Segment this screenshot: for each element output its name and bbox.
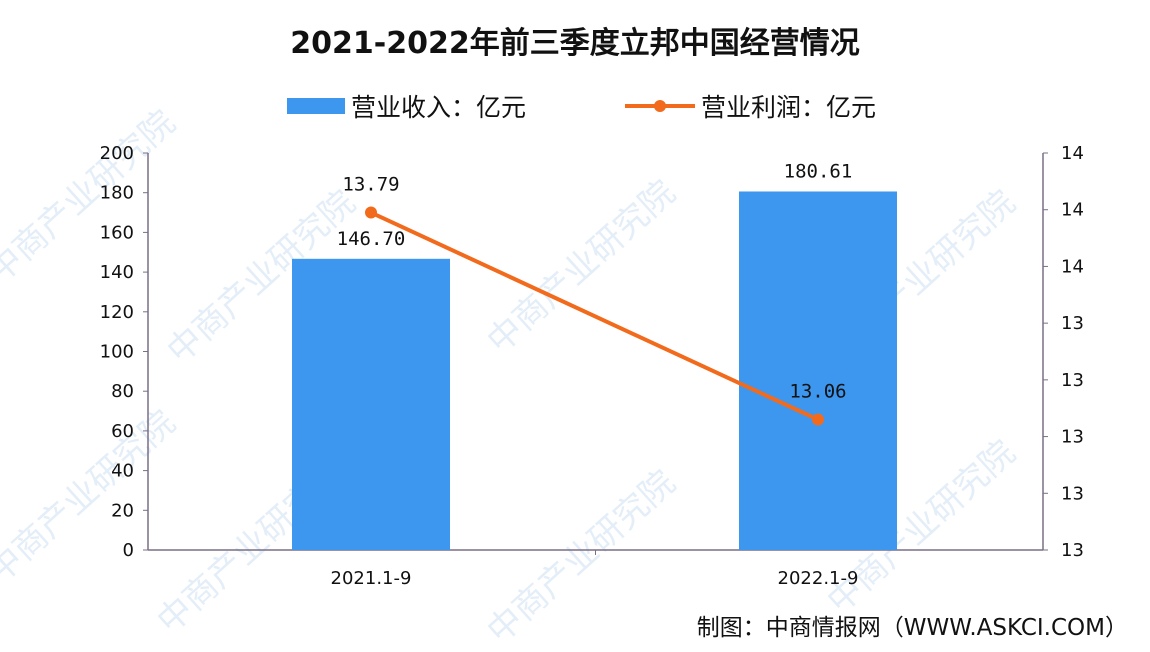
svg-text:140: 140 <box>100 262 134 283</box>
svg-text:120: 120 <box>100 302 134 323</box>
svg-text:13.79: 13.79 <box>342 174 399 196</box>
line-series: 13.79 13.06 <box>342 174 847 426</box>
svg-text:13.06: 13.06 <box>789 381 846 403</box>
svg-text:180: 180 <box>100 183 134 204</box>
svg-text:40: 40 <box>111 461 134 482</box>
svg-text:13: 13 <box>1061 313 1084 334</box>
legend-label-revenue: 营业收入：亿元 <box>351 93 527 122</box>
svg-text:146.70: 146.70 <box>337 228 406 250</box>
legend: 营业收入：亿元 营业利润：亿元 <box>0 88 1150 122</box>
svg-text:13: 13 <box>1061 370 1084 391</box>
svg-text:13: 13 <box>1061 427 1084 448</box>
legend-item-profit: 营业利润：亿元 <box>625 88 876 124</box>
right-axis: 14 14 14 13 13 13 13 13 <box>1042 143 1084 561</box>
x-axis-labels: 2021.1-9 2022.1-9 <box>331 568 859 589</box>
svg-text:14: 14 <box>1061 256 1084 277</box>
left-axis: 0 20 40 60 80 100 120 140 160 180 200 <box>100 143 1043 561</box>
legend-bar-swatch-icon <box>287 98 345 114</box>
source-footer: 制图：中商情报网（WWW.ASKCI.COM） <box>696 615 1128 641</box>
legend-item-revenue: 营业收入：亿元 <box>287 88 526 124</box>
svg-text:160: 160 <box>100 222 134 243</box>
svg-text:14: 14 <box>1061 200 1084 221</box>
bar-series: 146.70 180.61 <box>292 160 897 551</box>
svg-text:2021.1-9: 2021.1-9 <box>331 568 412 589</box>
svg-text:200: 200 <box>100 143 134 164</box>
legend-line-marker-icon <box>625 100 695 112</box>
svg-text:80: 80 <box>111 381 134 402</box>
svg-text:14: 14 <box>1061 143 1084 164</box>
svg-text:2022.1-9: 2022.1-9 <box>778 568 859 589</box>
svg-text:20: 20 <box>111 500 134 521</box>
legend-label-profit: 营业利润：亿元 <box>701 93 877 122</box>
svg-text:180.61: 180.61 <box>784 160 853 182</box>
svg-text:13: 13 <box>1061 483 1084 504</box>
svg-text:13: 13 <box>1061 540 1084 561</box>
chart-title: 2021-2022年前三季度立邦中国经营情况 <box>290 26 860 61</box>
svg-text:100: 100 <box>100 342 134 363</box>
svg-text:0: 0 <box>123 540 134 561</box>
svg-text:60: 60 <box>111 421 134 442</box>
